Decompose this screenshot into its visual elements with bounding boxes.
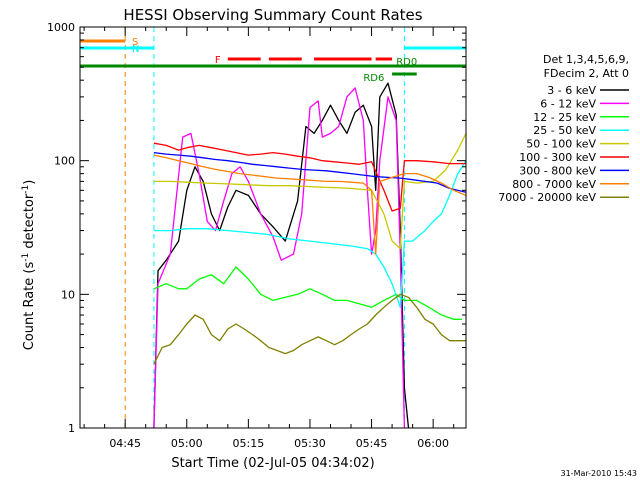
y-axis-label-end: ) — [22, 180, 37, 185]
legend-label-4: 50 - 100 keV — [526, 138, 596, 151]
legend-label-3: 25 - 50 keV — [533, 124, 596, 137]
svg-text:Count Rate (s-1 detector-1): Count Rate (s-1 detector-1) — [21, 180, 37, 351]
series-line-8 — [153, 293, 466, 365]
y-tick-label-2: 100 — [54, 155, 75, 168]
legend-label-1: 6 - 12 keV — [540, 97, 596, 110]
series-line-2 — [153, 266, 462, 320]
y-axis-label-mid: detector — [22, 193, 37, 253]
legend-label-0: 3 - 6 keV — [547, 84, 596, 97]
y-axis-label-sup1: -1 — [21, 253, 31, 262]
x-tick-label-4: 05:45 — [356, 437, 388, 450]
y-tick-label-0: 1 — [68, 422, 75, 435]
legend-label-8: 7000 - 20000 keV — [498, 191, 596, 204]
x-tick-label-0: 04:45 — [109, 437, 141, 450]
series-line-1 — [153, 87, 406, 429]
y-axis-label-main: Count Rate (s — [22, 262, 37, 351]
series-line-6 — [153, 151, 467, 193]
legend-header-line-2: FDecim 2, Att 0 — [544, 67, 629, 80]
series-line-7 — [153, 154, 467, 255]
series-line-5 — [153, 142, 466, 212]
legend-label-7: 800 - 7000 keV — [512, 178, 596, 191]
x-axis-label: Start Time (02-Jul-05 04:34:02) — [171, 456, 374, 471]
legend-label-6: 300 - 800 keV — [519, 164, 596, 177]
x-tick-label-2: 05:15 — [233, 437, 265, 450]
flag-label-f: F — [215, 55, 221, 66]
series-line-3 — [153, 160, 467, 308]
y-axis-label-sup2: -1 — [21, 185, 31, 194]
legend-label-2: 12 - 25 keV — [533, 111, 596, 124]
plot-area: SN F RD0 RD6 1 10 100 1000 04:45 05:00 05:15 05:30 0… — [47, 21, 467, 450]
legend-label-5: 100 - 300 keV — [519, 151, 596, 164]
legend-header-line-1: Det 1,3,4,5,6,9, — [543, 53, 629, 66]
series-line-0 — [153, 82, 410, 429]
flag-label-rd6: RD6 — [363, 73, 384, 84]
chart-title: HESSI Observing Summary Count Rates — [123, 6, 422, 24]
x-tick-label-1: 05:00 — [171, 437, 203, 450]
x-tick-label-5: 06:00 — [417, 437, 449, 450]
flag-label-n: N — [132, 44, 139, 55]
flag-label-s: S — [132, 37, 138, 48]
flag-label-rd0: RD0 — [396, 57, 417, 68]
plot-frame — [79, 26, 467, 429]
y-axis-label: Count Rate (s-1 detector-1) — [21, 180, 37, 351]
y-tick-label-3: 1000 — [47, 21, 75, 34]
series-line-4 — [153, 133, 467, 250]
timestamp: 31-Mar-2010 15:43 — [561, 469, 638, 478]
y-tick-label-1: 10 — [61, 288, 75, 301]
x-tick-label-3: 05:30 — [294, 437, 326, 450]
